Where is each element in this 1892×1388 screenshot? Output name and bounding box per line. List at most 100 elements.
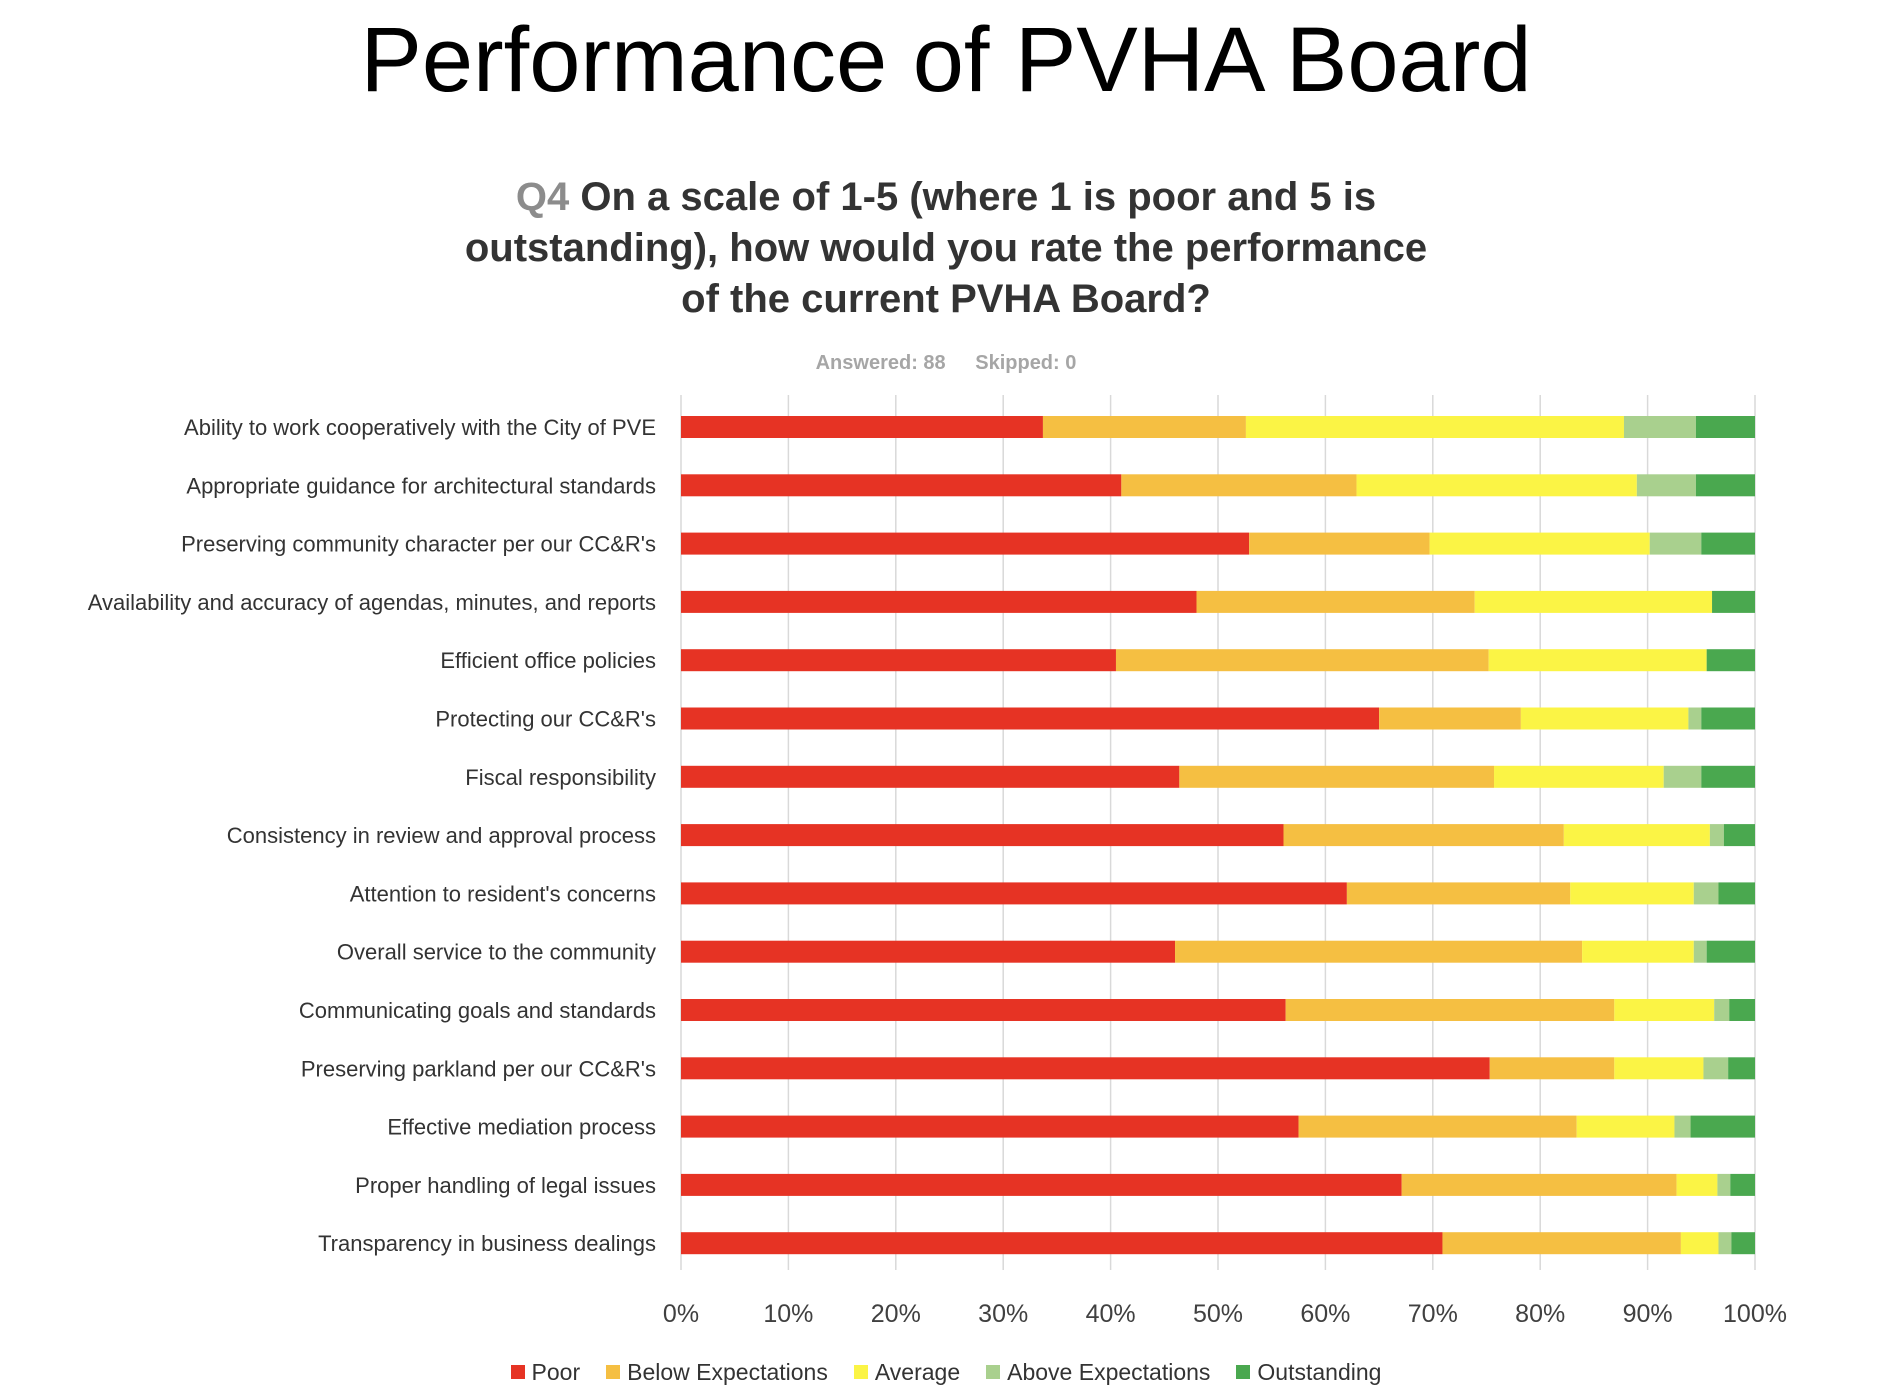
legend-item: Average	[853, 1357, 961, 1387]
bar-segment-average	[1356, 474, 1637, 497]
x-tick-label: 60%	[1300, 1300, 1350, 1328]
bar-segment-below-expectations	[1346, 882, 1571, 905]
category-label: Preserving parkland per our CC&R's	[301, 1056, 656, 1081]
bar-segment-below-expectations	[1283, 824, 1564, 847]
category-label: Availability and accuracy of agendas, mi…	[88, 590, 656, 615]
x-tick-label: 80%	[1515, 1300, 1565, 1328]
bar-segment-poor	[681, 1173, 1402, 1196]
legend-item: Poor	[510, 1357, 581, 1387]
x-tick-label: 0%	[663, 1300, 699, 1328]
bar-segment-below-expectations	[1175, 940, 1583, 963]
bar-segment-poor	[681, 590, 1197, 613]
legend-label: Above Expectations	[1007, 1358, 1211, 1385]
bar-segment-above-expectations	[1649, 532, 1702, 555]
bar-segment-outstanding	[1690, 1115, 1755, 1138]
legend-label: Average	[874, 1358, 961, 1385]
bar-segment-outstanding	[1731, 1232, 1755, 1255]
bar-segment-outstanding	[1695, 474, 1755, 497]
bar-segment-above-expectations	[1717, 1173, 1731, 1196]
bar-segment-above-expectations	[1674, 1115, 1691, 1138]
category-label: Protecting our CC&R's	[435, 707, 656, 732]
legend-swatch	[986, 1365, 1001, 1379]
stacked-bar-chart: Ability to work cooperatively with the C…	[88, 395, 1787, 1328]
category-label: Transparency in business dealings	[318, 1231, 656, 1256]
bar-segment-below-expectations	[1298, 1115, 1577, 1138]
bar-segment-below-expectations	[1379, 707, 1521, 730]
question-body: On a scale of 1-5 (where 1 is poor and 5…	[464, 175, 1428, 321]
bar-segment-above-expectations	[1693, 940, 1707, 963]
bar-segment-below-expectations	[1442, 1232, 1681, 1255]
bar-segment-poor	[681, 1232, 1443, 1255]
legend-swatch	[606, 1365, 621, 1379]
legend-label: Poor	[531, 1358, 581, 1385]
bar-segment-poor	[681, 707, 1380, 730]
category-label: Attention to resident's concerns	[350, 881, 656, 906]
bar-segment-average	[1488, 649, 1707, 672]
bar-segment-below-expectations	[1401, 1173, 1677, 1196]
category-label: Fiscal responsibility	[465, 765, 656, 790]
bar-segment-poor	[681, 999, 1286, 1021]
bar-segment-below-expectations	[1121, 474, 1357, 497]
category-label: Appropriate guidance for architectural s…	[186, 473, 656, 498]
bar-segment-below-expectations	[1179, 765, 1495, 788]
category-label: Ability to work cooperatively with the C…	[184, 415, 656, 440]
x-tick-label: 10%	[763, 1300, 813, 1328]
bar-segment-above-expectations	[1718, 1232, 1732, 1255]
bar-segment-below-expectations	[1196, 590, 1475, 613]
response-stats: Answered: 88 Skipped: 0	[0, 352, 1892, 375]
bar-segment-below-expectations	[1285, 999, 1615, 1021]
bar-segment-above-expectations	[1636, 474, 1696, 497]
bar-segment-above-expectations	[1623, 416, 1696, 438]
bar-segment-average	[1576, 1115, 1675, 1138]
bar-segment-above-expectations	[1703, 1057, 1729, 1080]
bar-segment-outstanding	[1701, 765, 1755, 788]
bar-segment-poor	[681, 474, 1122, 497]
legend-swatch	[510, 1365, 525, 1379]
bar-segment-average	[1494, 765, 1664, 788]
bar-segment-above-expectations	[1693, 882, 1719, 905]
bar-segment-average	[1680, 1232, 1719, 1255]
legend-label: Outstanding	[1257, 1358, 1382, 1385]
bar-segment-outstanding	[1723, 824, 1755, 847]
x-tick-label: 30%	[978, 1300, 1028, 1328]
category-label: Proper handling of legal issues	[355, 1173, 656, 1198]
legend-swatch	[853, 1365, 868, 1379]
bar-segment-below-expectations	[1115, 649, 1489, 672]
bar-segment-poor	[681, 765, 1180, 788]
bar-segment-average	[1429, 532, 1650, 555]
bar-segment-outstanding	[1730, 1173, 1755, 1196]
x-axis-ticks: 0% 10% 20% 30% 40% 50% 60% 70% 80% 90% 100%	[663, 1300, 1787, 1328]
bar-segment-average	[1570, 882, 1694, 905]
bar-segment-average	[1582, 940, 1694, 963]
bar-segment-outstanding	[1712, 590, 1755, 613]
bar-segment-outstanding	[1718, 882, 1755, 905]
category-label: Communicating goals and standards	[299, 998, 656, 1023]
bar-segment-average	[1474, 590, 1713, 613]
category-label: Efficient office policies	[440, 648, 656, 673]
category-label: Effective mediation process	[387, 1115, 656, 1140]
bar-segment-poor	[681, 532, 1250, 555]
bar-segment-poor	[681, 1057, 1490, 1080]
bars	[681, 416, 1755, 1255]
bar-segment-above-expectations	[1688, 707, 1702, 730]
x-tick-label: 20%	[871, 1300, 921, 1328]
x-tick-label: 40%	[1086, 1300, 1136, 1328]
answered-count: Answered: 88	[815, 352, 946, 374]
slide-title: Performance of PVHA Board	[360, 9, 1532, 111]
bar-segment-poor	[681, 649, 1116, 672]
bar-segment-average	[1563, 824, 1710, 847]
bar-segment-outstanding	[1695, 416, 1755, 438]
bar-segment-poor	[681, 824, 1284, 847]
bar-segment-outstanding	[1701, 532, 1755, 555]
bar-segment-outstanding	[1706, 649, 1755, 672]
x-tick-label: 70%	[1408, 1300, 1458, 1328]
skipped-count: Skipped: 0	[975, 352, 1077, 374]
bar-segment-outstanding	[1728, 1057, 1755, 1080]
bar-segment-poor	[681, 1115, 1299, 1138]
x-tick-label: 100%	[1723, 1300, 1787, 1328]
bar-segment-outstanding	[1706, 940, 1755, 963]
category-label: Overall service to the community	[337, 940, 656, 965]
bar-segment-outstanding	[1729, 999, 1755, 1021]
bar-segment-poor	[681, 882, 1347, 905]
x-tick-label: 50%	[1193, 1300, 1243, 1328]
